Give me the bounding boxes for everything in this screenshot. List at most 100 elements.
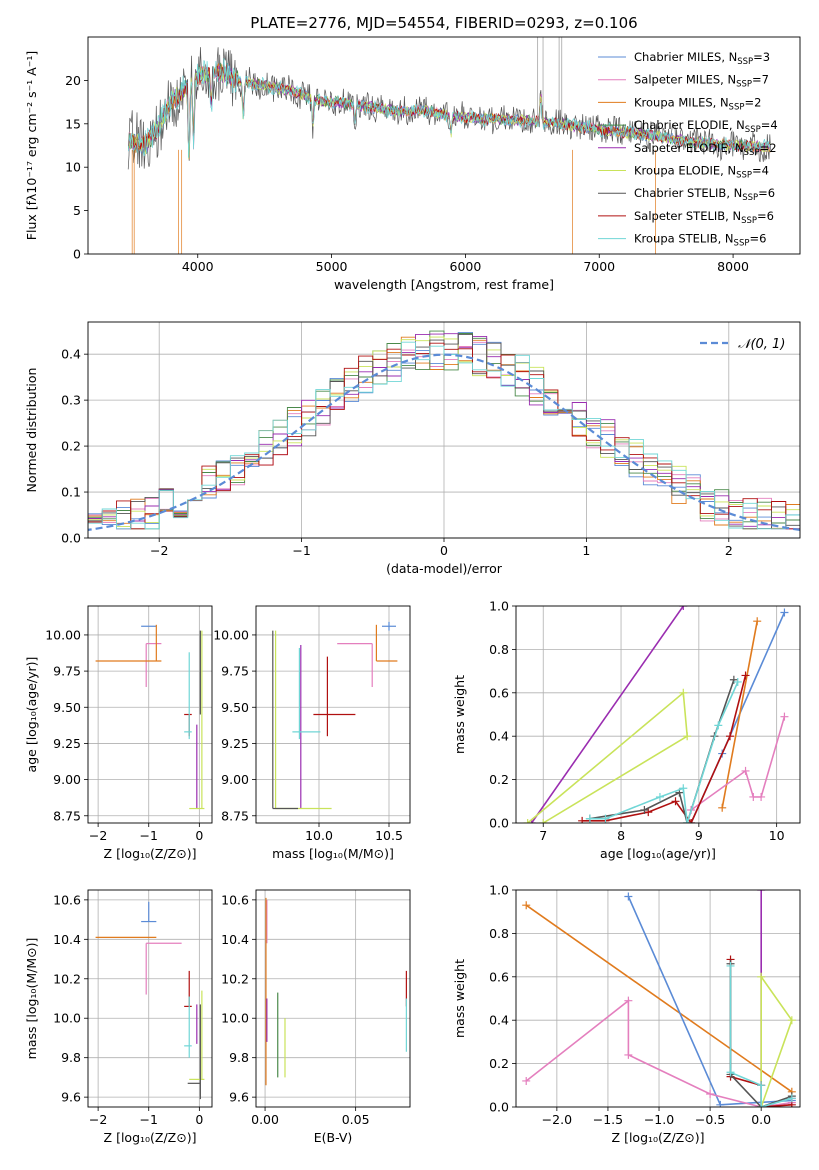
weight-marker [787, 1094, 796, 1103]
residuals-panel: −2 −1 0 1 2 0.0 0.1 0.2 0.3 0.4 (data-model)/error… [24, 321, 801, 576]
y-axis-label: mass weight [452, 959, 467, 1038]
legend-label: Kroupa MILES, NSSP=2 [634, 95, 761, 112]
x-tick-label: 6000 [450, 259, 482, 274]
weight-marker [523, 819, 532, 823]
age-vs-mass-plot-area [272, 621, 398, 810]
weight-marker [780, 712, 789, 721]
weight-marker [757, 972, 766, 981]
x-axis-label: (data-model)/error [386, 561, 503, 576]
weight-marker [679, 784, 688, 793]
y-axis-label: mass weight [452, 675, 467, 754]
legend-label: Kroupa STELIB, NSSP=6 [634, 232, 766, 249]
x-tick-label: −0.5 [695, 1112, 725, 1127]
legend-label: Chabrier STELIB, NSSP=6 [634, 186, 775, 203]
spectrum-line [128, 58, 771, 158]
y-tick-label: 0.6 [489, 969, 509, 984]
y-tick-label: 0.4 [61, 347, 81, 362]
axes-frame [87, 321, 801, 539]
weight-vs-age-panel: 7 8 9 10 0.0 0.2 0.4 0.6 0.8 1.0 age [log₁₀(age/yr… [452, 599, 801, 861]
x-tick-label: 10.5 [375, 828, 403, 843]
age-vs-mass-panel: 10.0 10.5 8.75 9.00 9.25 9.50 9.75 10.00 mass [l… [213, 605, 411, 861]
axes-frame [515, 605, 801, 824]
y-tick-label: 10 [65, 160, 81, 175]
weight-marker [726, 961, 735, 970]
x-tick-label: −1 [140, 1112, 158, 1127]
x-tick-label: 8000 [717, 259, 749, 274]
mass-vs-Z-plot-area [95, 901, 205, 1100]
weight-marker [749, 792, 758, 801]
weight-line [525, 904, 793, 1093]
weight-line [527, 691, 689, 823]
y-tick-label: 10.4 [221, 932, 249, 947]
y-axis-label: age [log₁₀(age/yr)] [24, 657, 39, 773]
weight-marker [725, 732, 734, 741]
x-tick-label: −1.0 [644, 1112, 674, 1127]
weight-marker [679, 688, 688, 697]
x-tick-label: 0 [195, 1112, 203, 1127]
weight-marker [733, 677, 742, 686]
y-tick-label: 0.3 [61, 393, 81, 408]
x-tick-label: 5000 [316, 259, 348, 274]
x-tick-label: −1.5 [593, 1112, 623, 1127]
legend-label: Salpeter STELIB, NSSP=6 [634, 209, 774, 226]
y-axis-label: Normed distribution [24, 368, 39, 493]
y-tick-label: 10.2 [221, 971, 249, 986]
spectrum-panel: PLATE=2776, MJD=54554, FIBERID=0293, z=0… [24, 14, 801, 292]
x-tick-label: −2.0 [542, 1112, 572, 1127]
mass-vs-EBV-plot-area [265, 897, 407, 1086]
chart-title: PLATE=2776, MJD=54554, FIBERID=0293, z=0… [250, 14, 637, 32]
x-tick-label: −2 [89, 828, 107, 843]
normal-curve [88, 353, 800, 532]
axes-frame [87, 889, 213, 1108]
y-tick-label: 0.1 [61, 485, 81, 500]
x-tick-label: −1 [140, 828, 158, 843]
weight-marker [624, 996, 633, 1005]
y-tick-label: 10.0 [221, 1011, 249, 1026]
y-tick-label: 8.75 [53, 808, 81, 823]
weight-marker [601, 814, 610, 823]
y-tick-label: 0.2 [489, 772, 509, 787]
weight-marker [718, 803, 727, 812]
x-tick-label: 0 [440, 543, 448, 558]
weight-vs-age-plot-area [523, 606, 789, 823]
x-tick-label: 10.0 [305, 828, 333, 843]
x-axis-label: wavelength [Angstrom, rest frame] [334, 277, 554, 292]
weight-marker [679, 606, 688, 610]
weight-marker [683, 732, 692, 741]
legend-label: Kroupa ELODIE, NSSP=4 [634, 164, 769, 181]
weight-marker [757, 792, 766, 801]
x-tick-label: 1 [582, 543, 590, 558]
weight-marker [726, 1068, 735, 1077]
y-tick-label: 9.6 [229, 1090, 249, 1105]
spectrum-plot-area [127, 37, 771, 254]
x-axis-label: Z [log₁₀(Z/Z⊙)] [612, 1130, 705, 1145]
y-tick-label: 0.2 [489, 1056, 509, 1071]
weight-line [530, 606, 684, 823]
axes-frame [87, 605, 213, 824]
legend-label: 𝒩(0, 1) [738, 337, 785, 352]
x-axis-label: E(B-V) [314, 1130, 353, 1145]
y-axis-label: mass [log₁₀(M/M⊙)] [24, 938, 39, 1060]
axes-frame [87, 36, 801, 255]
x-tick-label: 0.0 [751, 1112, 771, 1127]
legend-label: Salpeter ELODIE, NSSP=2 [634, 141, 777, 158]
y-tick-label: 1.0 [489, 883, 509, 898]
y-tick-label: 0.0 [489, 1100, 509, 1115]
x-tick-label: −1 [292, 543, 310, 558]
y-tick-label: 0.8 [489, 926, 509, 941]
x-tick-label: −2 [150, 543, 168, 558]
weight-marker [780, 608, 789, 617]
weight-marker [757, 1081, 766, 1090]
x-tick-label: 8 [617, 828, 625, 843]
mass-vs-EBV-panel: 0.00 0.05 9.6 9.8 10.0 10.2 10.4 10.6 E(B-V) [221, 889, 411, 1145]
legend-label: Chabrier MILES, NSSP=3 [634, 50, 770, 67]
weight-marker [714, 721, 723, 730]
y-tick-label: 0.4 [489, 1013, 509, 1028]
weight-marker [522, 1076, 531, 1085]
y-tick-label: 9.50 [221, 700, 249, 715]
weight-marker [706, 1089, 715, 1098]
y-tick-label: 9.75 [53, 664, 81, 679]
weight-marker [539, 819, 548, 823]
y-tick-label: 20 [65, 73, 81, 88]
weight-marker [578, 816, 587, 823]
